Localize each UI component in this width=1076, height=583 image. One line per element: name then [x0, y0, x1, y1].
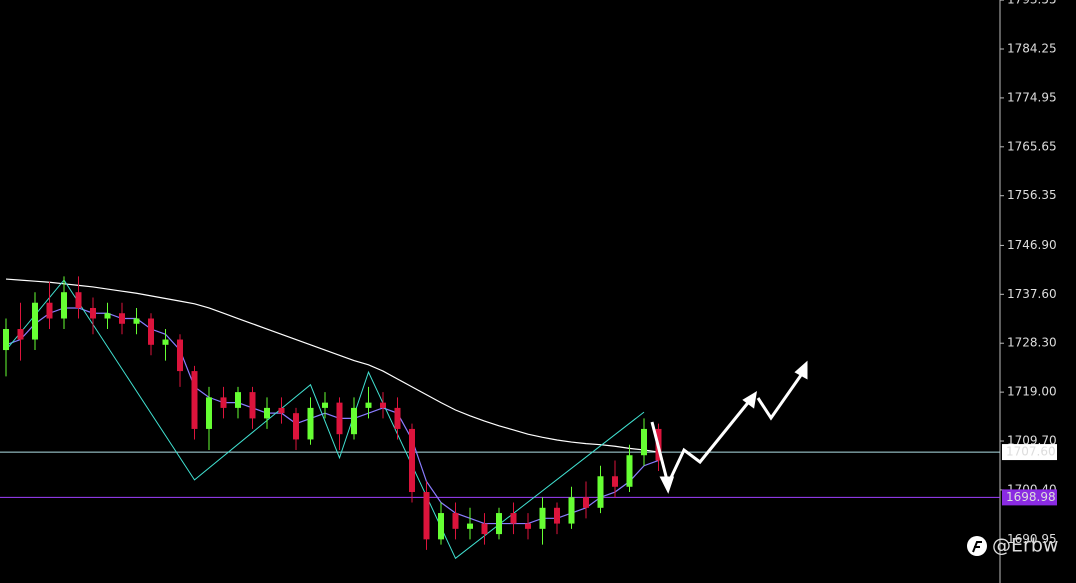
candle-body — [177, 339, 183, 372]
candle-body — [249, 392, 256, 419]
candle-body — [365, 402, 372, 408]
y-tick-label: 1784.25 — [1007, 42, 1057, 56]
candle-body — [496, 513, 502, 535]
price-axis: 1793.55 1784.25 1774.95 1765.65 1756.35 1746.… — [1000, 0, 1057, 546]
candle-body — [3, 329, 9, 351]
candle-body — [61, 292, 67, 319]
candle-body — [510, 513, 517, 524]
watermark: @Erbw — [992, 535, 1058, 557]
candle-body — [104, 313, 111, 319]
candle-body — [467, 523, 473, 529]
arrow — [756, 367, 808, 421]
moving-average — [5, 307, 659, 525]
candle-body — [307, 407, 314, 440]
candle-body — [191, 371, 198, 429]
candle-body — [220, 397, 227, 408]
candle-body — [322, 402, 328, 408]
arrow — [650, 421, 670, 485]
candle-body — [554, 507, 560, 524]
y-tick-label: 1709.70 — [1007, 434, 1057, 448]
y-tick-label: 1765.65 — [1007, 139, 1057, 153]
candle-body — [278, 407, 285, 414]
candle-body — [293, 413, 299, 440]
price-label: 1698.98 — [1006, 490, 1056, 504]
arrowhead — [659, 476, 675, 494]
candle-body — [452, 513, 459, 529]
candle-body — [597, 476, 604, 508]
y-tick-label: 1756.35 — [1007, 188, 1057, 202]
y-tick-label: 1793.55 — [1007, 0, 1057, 7]
y-tick-label: 1737.60 — [1007, 287, 1057, 301]
candle-body — [583, 497, 589, 508]
candle-body — [438, 513, 444, 540]
candle-body — [641, 428, 647, 456]
candle-body — [409, 428, 415, 493]
candle-body — [380, 402, 386, 408]
moving-average — [5, 278, 659, 453]
candle-body — [32, 302, 38, 340]
arrow — [666, 398, 753, 485]
candle-body — [626, 455, 633, 487]
arrowhead — [742, 391, 758, 409]
candle-body — [148, 318, 154, 345]
candle-body — [423, 492, 430, 540]
candle-body — [525, 523, 531, 529]
price-label-box — [1002, 444, 1057, 461]
candle-body — [235, 392, 241, 408]
candle-body — [568, 497, 575, 524]
watermark-icon — [967, 536, 987, 556]
candle-body — [75, 292, 82, 308]
y-tick-label: 1774.95 — [1007, 90, 1057, 104]
candle-body — [264, 407, 270, 419]
forecast-arrows — [650, 360, 808, 494]
candle-body — [336, 402, 343, 435]
arrowhead — [794, 360, 808, 380]
y-tick-label: 1690.95 — [1007, 532, 1057, 546]
candle-body — [394, 407, 401, 429]
candle-body — [481, 523, 488, 535]
candle-body — [162, 339, 169, 345]
y-tick-label: 1719.00 — [1007, 385, 1057, 399]
price-label: 1707.60 — [1006, 445, 1056, 459]
candle-body — [17, 329, 24, 340]
candle-body — [539, 507, 546, 529]
candle-body — [351, 407, 357, 435]
price-label-box — [1002, 489, 1057, 506]
plot — [0, 276, 1000, 560]
y-tick-label: 1728.30 — [1007, 336, 1057, 350]
candle-body — [90, 307, 96, 319]
candle-body — [612, 476, 618, 487]
candle-body — [206, 397, 212, 429]
y-tick-label: 1746.90 — [1007, 238, 1057, 252]
candle-body — [119, 313, 125, 324]
candle-body — [133, 318, 140, 324]
candle-body — [46, 302, 53, 319]
